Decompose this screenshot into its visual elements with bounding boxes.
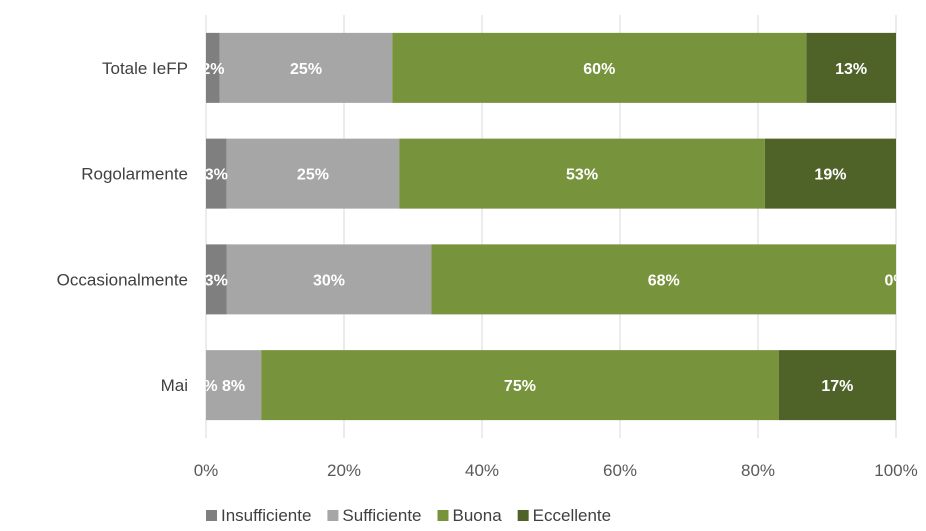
x-tick-label: 20%	[327, 461, 361, 480]
category-label: Rogolarmente	[81, 165, 188, 184]
bar-segment	[206, 32, 220, 103]
data-label: 75%	[504, 378, 536, 395]
data-label: 3%	[205, 272, 228, 289]
legend-swatch	[437, 510, 449, 521]
bar-segment	[392, 32, 807, 103]
data-label: 25%	[297, 167, 329, 184]
x-axis-ticks: 0% 20% 40% 60% 80% 100%	[194, 461, 918, 480]
data-label: 2%	[201, 61, 224, 78]
data-label: 25%	[290, 61, 322, 78]
data-label: 53%	[566, 167, 598, 184]
x-tick-label: 40%	[465, 461, 499, 480]
bar-segment	[226, 244, 432, 315]
data-label: 13%	[835, 61, 867, 78]
data-label: 8%	[222, 378, 245, 395]
data-label: 0%	[884, 272, 907, 289]
x-tick-label: 100%	[874, 461, 917, 480]
bar-segment	[431, 244, 896, 315]
category-label: Mai	[161, 376, 188, 395]
legend-swatch	[327, 510, 339, 521]
bar-segment	[226, 138, 400, 209]
bar-segment	[206, 244, 227, 315]
bar-segment	[764, 138, 896, 209]
data-label: 17%	[821, 378, 853, 395]
bar-segment	[778, 350, 896, 421]
category-label: Occasionalmente	[57, 270, 188, 289]
data-labels: 2% 25% 60% 13% 3% 25% 53% 19% 3% 30% 68% 0% 0% 8% 75% 1…	[194, 61, 907, 395]
bar-segment	[206, 350, 262, 421]
legend-swatch	[206, 510, 217, 521]
category-labels: Totale IeFP Rogolarmente Occasionalmente Ma…	[57, 59, 188, 395]
legend-label: Eccellente	[533, 506, 611, 525]
legend-label: Sufficiente	[342, 506, 421, 525]
bars	[206, 32, 896, 421]
legend-swatch	[517, 510, 529, 521]
x-tick-label: 60%	[603, 461, 637, 480]
bar-segment	[206, 138, 227, 209]
x-tick-label: 0%	[194, 461, 219, 480]
data-label: 0%	[194, 378, 217, 395]
bar-segment	[806, 32, 896, 103]
data-label: 19%	[814, 167, 846, 184]
bar-segment	[399, 138, 765, 209]
bar-segment	[261, 350, 779, 421]
x-tick-label: 80%	[741, 461, 775, 480]
data-label: 3%	[205, 167, 228, 184]
legend: Insufficiente Sufficiente Buona Eccellente	[206, 506, 611, 525]
category-label: Totale IeFP	[102, 59, 188, 78]
data-label: 68%	[648, 272, 680, 289]
legend-label: Insufficiente	[221, 506, 311, 525]
data-label: 60%	[583, 61, 615, 78]
data-label: 30%	[313, 272, 345, 289]
bar-segment	[219, 32, 393, 103]
legend-label: Buona	[453, 506, 503, 525]
